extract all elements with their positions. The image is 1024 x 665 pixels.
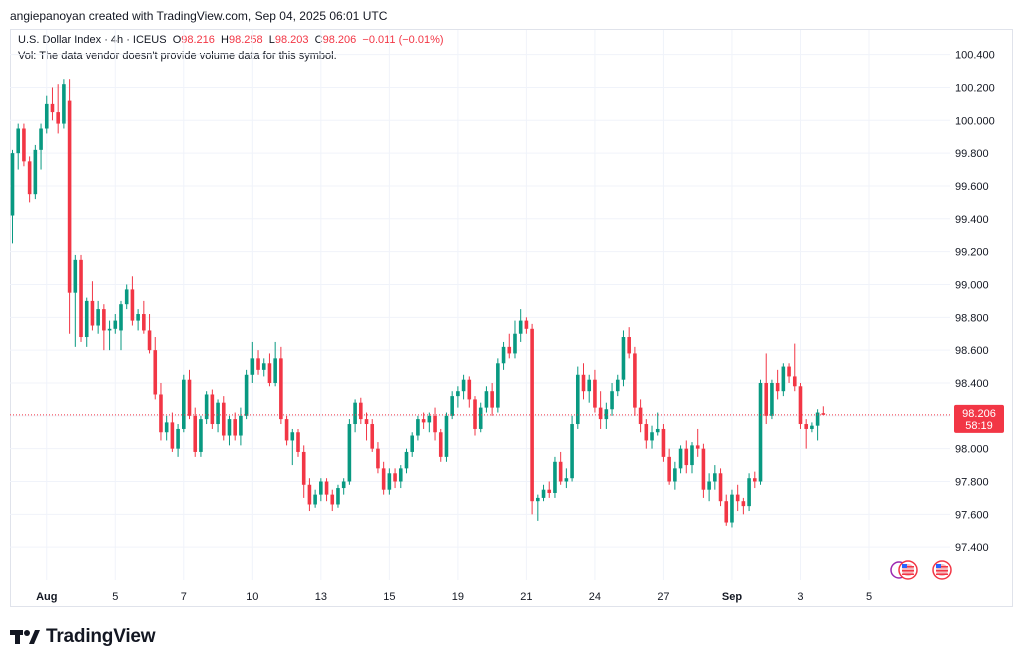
tradingview-logo: TradingView [10,626,156,648]
close-label: C [314,34,323,46]
chart-panel[interactable] [10,29,1013,607]
volume-note: Vol: The data vendor doesn't provide vol… [18,50,337,62]
attribution-text: angiepanoyan created with TradingView.co… [10,9,388,23]
change-value: −0.011 (−0.01%) [362,34,444,46]
close-value: 98.206 [322,34,357,46]
high-value: 98.258 [228,34,263,46]
low-value: 98.203 [274,34,309,46]
symbol-name: U.S. Dollar Index · 4h · ICEUS [18,34,167,46]
symbol-legend: U.S. Dollar Index · 4h · ICEUS O98.216 H… [18,34,444,46]
high-label: H [221,34,229,46]
open-value: 98.216 [181,34,215,46]
open-label: O [172,34,182,46]
low-label: L [268,34,275,46]
brand-name: TradingView [46,626,156,647]
tradingview-logo-icon [10,630,40,644]
